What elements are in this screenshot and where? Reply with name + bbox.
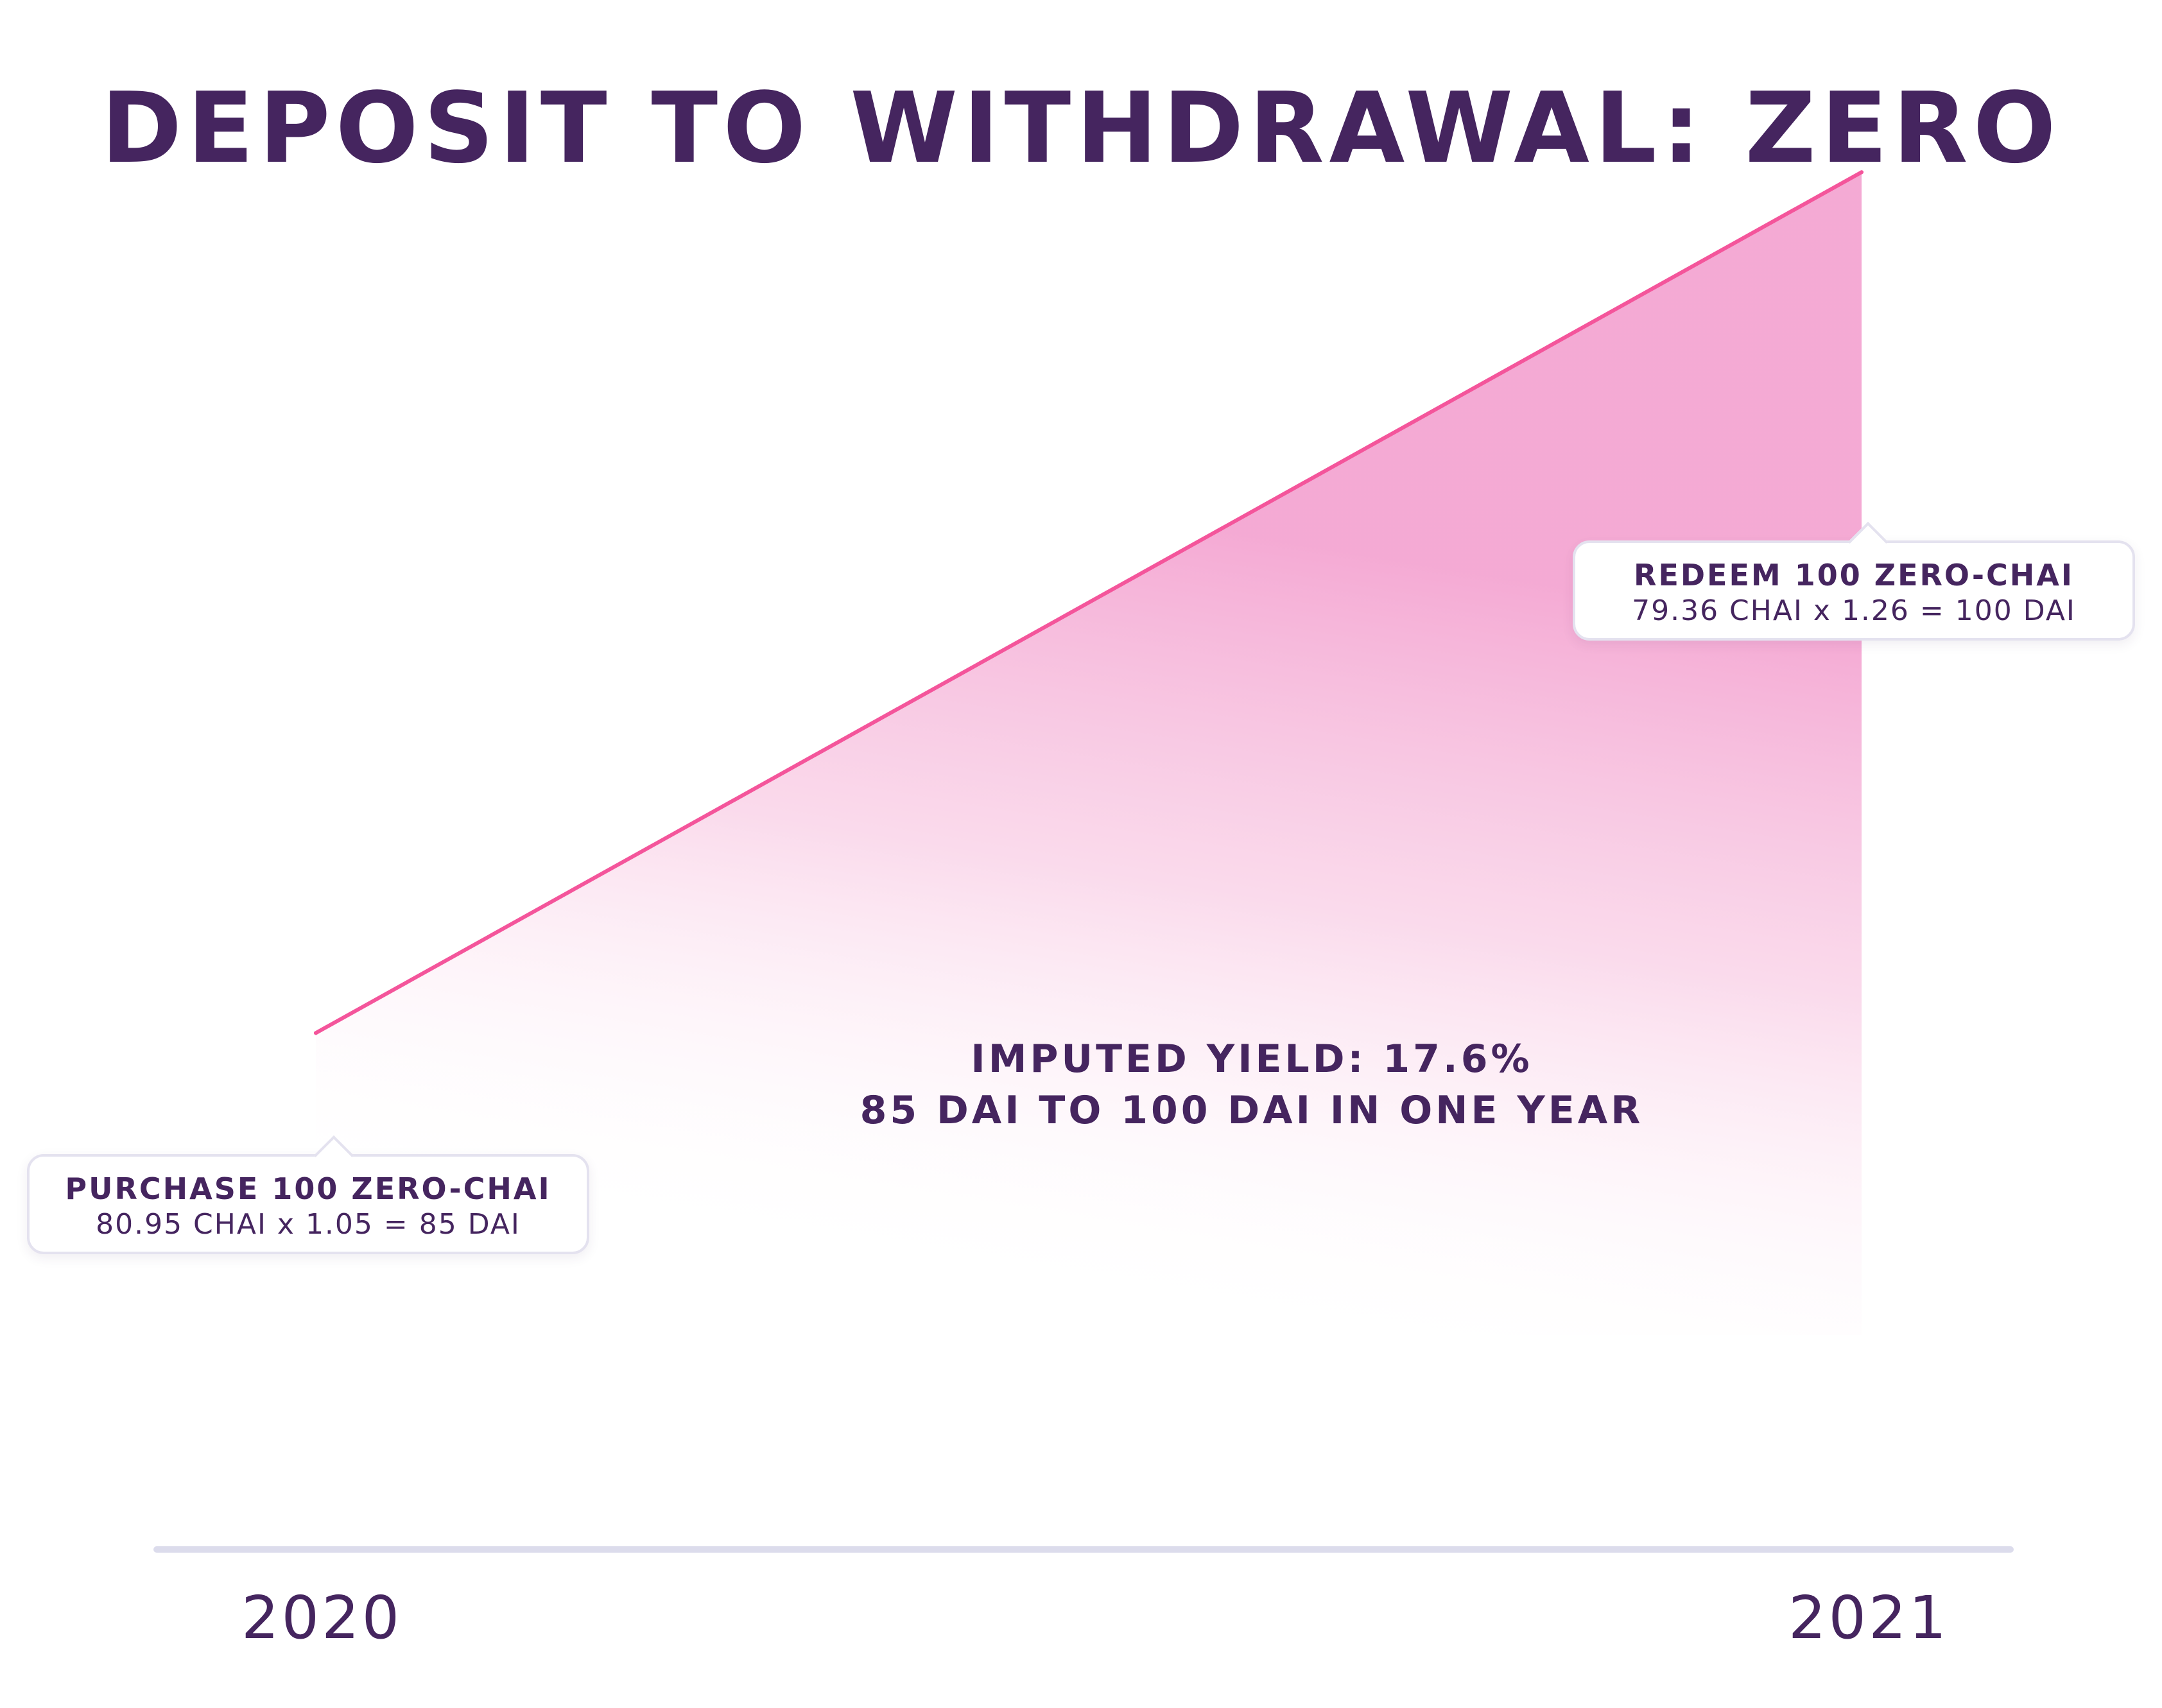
redeem-callout: REDEEM 100 ZERO-CHAI 79.36 CHAI x 1.26 =… xyxy=(1573,521,2135,641)
redeem-callout-heading: REDEEM 100 ZERO-CHAI xyxy=(1634,558,2074,592)
series-line xyxy=(314,170,1864,1035)
yield-annotation-line-1: IMPUTED YIELD: 17.6% xyxy=(971,1037,1533,1082)
data-point-2020 xyxy=(314,1031,318,1035)
data-point-2021 xyxy=(1860,170,1864,175)
purchase-callout-heading: PURCHASE 100 ZERO-CHAI xyxy=(65,1171,551,1206)
redeem-callout-detail: 79.36 CHAI x 1.26 = 100 DAI xyxy=(1632,594,2076,627)
x-tick-label-end: 2021 xyxy=(1788,1583,1950,1652)
chart-title: DEPOSIT TO WITHDRAWAL: ZERO xyxy=(101,71,2061,185)
purchase-callout-detail: 80.95 CHAI x 1.05 = 85 DAI xyxy=(96,1208,521,1241)
yield-annotation: IMPUTED YIELD: 17.6% 85 DAI TO 100 DAI I… xyxy=(745,1033,1759,1136)
purchase-callout: PURCHASE 100 ZERO-CHAI 80.95 CHAI x 1.05… xyxy=(27,1135,589,1254)
series-area xyxy=(316,172,1862,1336)
x-tick-label-start: 2020 xyxy=(241,1583,402,1652)
yield-annotation-line-2: 85 DAI TO 100 DAI IN ONE YEAR xyxy=(860,1088,1644,1133)
